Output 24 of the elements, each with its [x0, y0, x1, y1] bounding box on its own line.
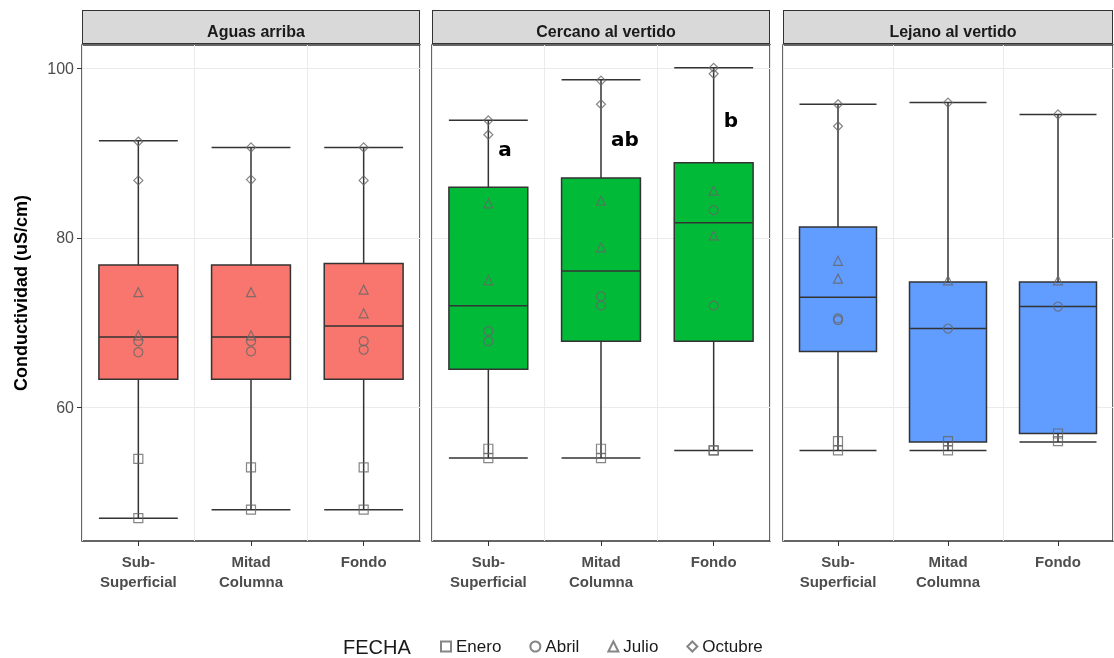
x-tick-label: Fondo [1035, 552, 1081, 570]
annotation: ab [611, 126, 639, 151]
legend-label: Abril [545, 637, 580, 656]
chart-title: Lejano al vertido [889, 22, 1017, 40]
x-tick-label: Fondo [690, 552, 737, 570]
legend-label: Julio [623, 637, 659, 656]
annotation: b [723, 108, 738, 133]
legend-label: Octubre [702, 637, 763, 656]
x-tick-label: Fondo [340, 552, 387, 570]
x-tick-label: Sub- Superficial [449, 552, 527, 590]
y-tick-label: 100 [47, 60, 75, 78]
y-tick-label: 80 [56, 229, 75, 247]
legend-title: FECHA [343, 636, 412, 658]
x-tick-label: Sub- Superficial [99, 552, 177, 590]
annotation: a [498, 137, 512, 162]
chart-title: Cercano al vertido [536, 22, 677, 40]
x-tick-label: Mitad Columna [218, 552, 284, 590]
y-axis-title: Conductividad (uS/cm) [11, 194, 31, 392]
x-tick-label: Mitad Columna [568, 552, 634, 590]
x-tick-label: Sub- Superficial [799, 552, 877, 590]
chart-title: Aguas arriba [207, 22, 306, 40]
y-tick-label: 60 [56, 398, 75, 416]
x-tick-label: Mitad Columna [915, 552, 981, 590]
legend-label: Enero [456, 637, 502, 656]
